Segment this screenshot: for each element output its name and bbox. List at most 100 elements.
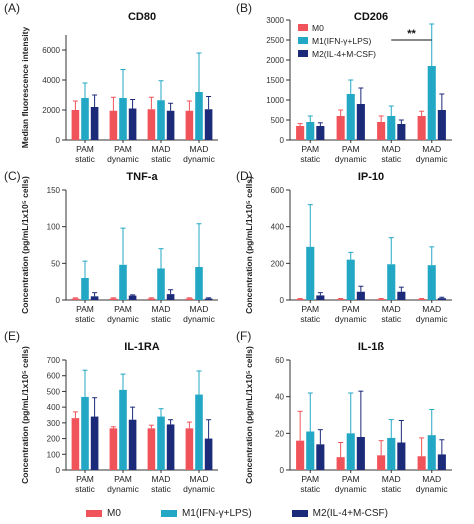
- x-tick-label: MAD: [152, 144, 171, 154]
- bar-m2: [90, 107, 99, 140]
- x-tick-label: PAM: [342, 474, 360, 484]
- bar-m1: [387, 264, 396, 300]
- y-tick-label: 500: [47, 387, 61, 396]
- x-tick-label: dynamic: [416, 484, 448, 494]
- y-tick-label: 700: [47, 356, 61, 365]
- y-tick-label: 0: [56, 296, 61, 305]
- bar-m0: [71, 418, 80, 470]
- x-tick-label: PAM: [301, 474, 319, 484]
- x-tick-label: dynamic: [335, 484, 367, 494]
- bar-m1: [306, 246, 315, 300]
- bar-m0: [71, 298, 80, 300]
- y-tick-label: 150: [47, 186, 61, 195]
- x-tick-label: MAD: [382, 304, 401, 314]
- panel-label: (E): [4, 329, 20, 343]
- legend-item-m2: M2(IL-4+M-CSF): [291, 504, 388, 522]
- x-tick-label: static: [381, 154, 402, 164]
- bar-m2: [397, 442, 406, 470]
- bar-m0: [336, 457, 345, 470]
- y-tick-label: 2000: [266, 56, 284, 65]
- y-tick-label: 100: [47, 450, 61, 459]
- legend-swatch-m2: [298, 50, 308, 57]
- bar-m1: [157, 268, 165, 300]
- legend-label-m0: M0: [107, 507, 121, 519]
- legend-entry-m2: M2(IL-4+M-CSF): [312, 49, 376, 59]
- x-tick-label: PAM: [342, 304, 360, 314]
- bar-m1: [119, 389, 127, 470]
- legend-entry-m1: M1(IFN-γ+LPS): [312, 36, 371, 46]
- y-tick-label: 0: [280, 466, 285, 475]
- x-tick-label: static: [381, 314, 402, 324]
- y-tick-label: 500: [271, 116, 285, 125]
- x-tick-label: dynamic: [107, 484, 139, 494]
- chart-title: CD80: [128, 11, 156, 23]
- x-tick-label: MAD: [382, 474, 401, 484]
- y-tick-label: 200: [47, 435, 61, 444]
- x-tick-label: MAD: [190, 474, 209, 484]
- y-tick-label: 0: [56, 466, 61, 475]
- bar-m2: [204, 438, 213, 470]
- bar-m1: [306, 122, 315, 140]
- bar-m1: [195, 394, 203, 470]
- bar-m2: [437, 110, 446, 140]
- bar-m1: [81, 278, 89, 300]
- bar-m0: [147, 298, 156, 300]
- bar-m1: [427, 265, 436, 300]
- x-tick-label: static: [151, 154, 172, 164]
- chart-title: TNF-a: [126, 171, 158, 183]
- chart-panel-4: (D) IP-10 0 200 400 600 Concentration (pg/mL/1…: [236, 169, 452, 324]
- x-tick-label: dynamic: [107, 154, 139, 164]
- x-tick-label: PAM: [301, 144, 319, 154]
- y-axis-label: Concentration (pg/mL/1x10⁵ cells): [20, 346, 30, 484]
- x-tick-label: PAM: [76, 304, 94, 314]
- bar-m0: [109, 110, 118, 140]
- panel-label: (F): [236, 329, 251, 343]
- y-tick-label: 2000: [42, 106, 60, 115]
- x-tick-label: static: [300, 484, 321, 494]
- bar-m2: [437, 454, 446, 470]
- bar-m0: [417, 299, 426, 300]
- bar-m2: [166, 110, 175, 140]
- chart-title: IL-1RA: [124, 341, 160, 353]
- x-tick-label: dynamic: [183, 314, 215, 324]
- panel-label: (A): [4, 1, 20, 15]
- legend-swatch-m1: [298, 37, 308, 44]
- bar-m2: [128, 419, 137, 470]
- bar-m2: [128, 108, 137, 140]
- chart-panel-2: (B)CD206050010001500200025003000PAMstati…: [236, 1, 452, 164]
- x-tick-label: dynamic: [183, 154, 215, 164]
- x-tick-label: static: [381, 484, 402, 494]
- y-tick-label: 100: [47, 223, 61, 232]
- chart-panel-1: (A) CD80 0 2000 4000 6000 Median fluorescence …: [4, 1, 218, 164]
- legend-swatch-m1: [160, 509, 177, 517]
- bar-m0: [109, 298, 118, 300]
- x-tick-label: MAD: [152, 474, 171, 484]
- y-axis-label: Concentration (pg/mL/1x10⁵ cells): [244, 346, 254, 484]
- x-tick-label: MAD: [152, 304, 171, 314]
- x-tick-label: dynamic: [335, 154, 367, 164]
- legend-swatch-m0: [298, 24, 308, 31]
- bar-m1: [157, 100, 165, 140]
- x-tick-label: dynamic: [416, 314, 448, 324]
- bar-m2: [316, 444, 325, 470]
- bar-m0: [336, 299, 345, 300]
- bar-m2: [397, 291, 406, 300]
- bar-m0: [185, 110, 194, 140]
- bar-m1: [387, 437, 396, 470]
- bar-m2: [356, 437, 365, 470]
- x-tick-label: dynamic: [416, 154, 448, 164]
- bar-m2: [356, 104, 365, 140]
- x-tick-label: static: [151, 484, 172, 494]
- x-tick-label: dynamic: [183, 484, 215, 494]
- bar-m1: [387, 116, 396, 140]
- bar-m1: [306, 431, 315, 470]
- chart-title: IP-10: [358, 171, 384, 183]
- panel-label: (D): [236, 169, 253, 183]
- chart-panel-5: (E) IL-1RA 0 100 200 300 400 500 600 700 Concentra…: [4, 329, 218, 494]
- legend-item-m1: M1(IFN-γ+LPS): [160, 504, 252, 522]
- bar-m0: [296, 126, 305, 140]
- bar-m2: [316, 295, 325, 300]
- panel-label: (B): [236, 1, 252, 15]
- chart-panel-6: (F) IL-1ß 0 20 40 60 Concentration (pg/mL/1x10…: [236, 329, 452, 494]
